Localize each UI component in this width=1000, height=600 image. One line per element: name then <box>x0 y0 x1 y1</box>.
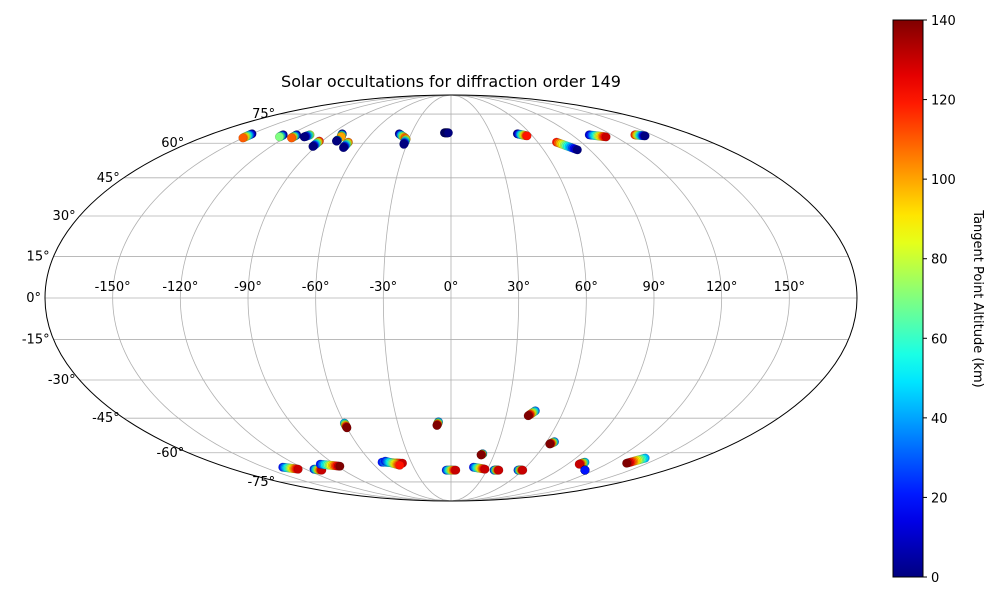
longitude-tick-labels: -150° -120° -90° -60° -30° 0° 30° 60° 90° 120° 150… <box>95 280 805 295</box>
lon-tick-label: 30° <box>507 280 530 295</box>
colorbar-tick-label: 120 <box>931 94 956 109</box>
data-point <box>518 465 528 475</box>
lat-tick-label: 45° <box>97 171 120 186</box>
lat-tick-label: -60° <box>157 446 185 461</box>
data-point <box>580 465 590 475</box>
colorbar: 0 20 40 60 80 100 120 140 Tangent Point Altitud… <box>892 14 985 586</box>
meridian-line <box>450 94 587 502</box>
meridian-line <box>450 94 520 502</box>
lon-tick-label: 0° <box>444 280 459 295</box>
lon-tick-label: -60° <box>302 280 330 295</box>
latitude-tick-labels: 75° 60° 45° 30° 15° 0° -15° -30° -45° -60° -75° <box>22 107 275 490</box>
data-point <box>545 439 555 449</box>
lat-tick-label: -30° <box>48 373 76 388</box>
data-points <box>238 128 650 475</box>
data-point <box>432 420 442 430</box>
map-boundary <box>44 94 858 502</box>
colorbar-label: Tangent Point Altitude (km) <box>970 209 985 387</box>
data-point <box>443 128 453 138</box>
data-point <box>332 136 342 146</box>
data-point <box>601 132 611 142</box>
data-point <box>622 458 632 468</box>
data-point <box>574 459 584 469</box>
meridian-line <box>112 94 452 502</box>
data-point <box>640 131 650 141</box>
colorbar-ticks: 0 20 40 60 80 100 120 140 <box>923 14 956 586</box>
lon-tick-label: -90° <box>234 280 262 295</box>
lat-tick-label: 75° <box>252 107 275 122</box>
lon-tick-label: 120° <box>706 280 737 295</box>
lat-tick-label: -75° <box>247 475 275 490</box>
data-point <box>342 423 352 433</box>
data-point <box>299 132 309 142</box>
data-point <box>522 131 532 141</box>
data-point <box>274 132 284 142</box>
meridian-line <box>450 94 655 502</box>
data-point <box>338 143 348 153</box>
colorbar-tick-label: 100 <box>931 173 956 188</box>
data-point <box>238 133 248 143</box>
meridian-line <box>450 94 723 502</box>
data-point <box>480 464 490 474</box>
lon-tick-label: -30° <box>369 280 397 295</box>
data-point <box>572 145 582 155</box>
colorbar-tick-label: 20 <box>931 491 948 506</box>
data-point <box>494 465 504 475</box>
data-point <box>399 139 409 149</box>
colorbar-bar <box>892 19 924 578</box>
data-point <box>293 464 303 474</box>
colorbar-tick-label: 80 <box>931 253 948 268</box>
chart-title: Solar occultations for diffraction order… <box>281 72 621 91</box>
lat-tick-label: -15° <box>22 333 50 348</box>
lon-tick-label: -150° <box>95 280 131 295</box>
data-point <box>451 465 461 475</box>
meridian-line <box>179 94 452 502</box>
lat-tick-label: 60° <box>161 136 184 151</box>
lon-tick-label: -120° <box>162 280 198 295</box>
lon-tick-label: 60° <box>575 280 598 295</box>
lat-tick-label: -45° <box>92 411 120 426</box>
data-point <box>286 133 296 143</box>
lon-tick-label: 90° <box>642 280 665 295</box>
data-point <box>335 461 345 471</box>
lat-tick-label: 0° <box>26 291 41 306</box>
lat-tick-label: 15° <box>27 249 50 264</box>
data-point <box>476 450 486 460</box>
colorbar-tick-label: 60 <box>931 332 948 347</box>
lon-tick-label: 150° <box>774 280 805 295</box>
data-point <box>523 411 533 421</box>
colorbar-tick-label: 40 <box>931 412 948 427</box>
lat-tick-label: 30° <box>53 209 76 224</box>
meridian-line <box>315 94 452 502</box>
data-point <box>308 141 318 151</box>
graticule <box>45 94 857 502</box>
colorbar-tick-label: 0 <box>931 571 939 586</box>
colorbar-tick-label: 140 <box>931 14 956 29</box>
data-point <box>395 460 405 470</box>
meridian-line <box>450 94 790 502</box>
